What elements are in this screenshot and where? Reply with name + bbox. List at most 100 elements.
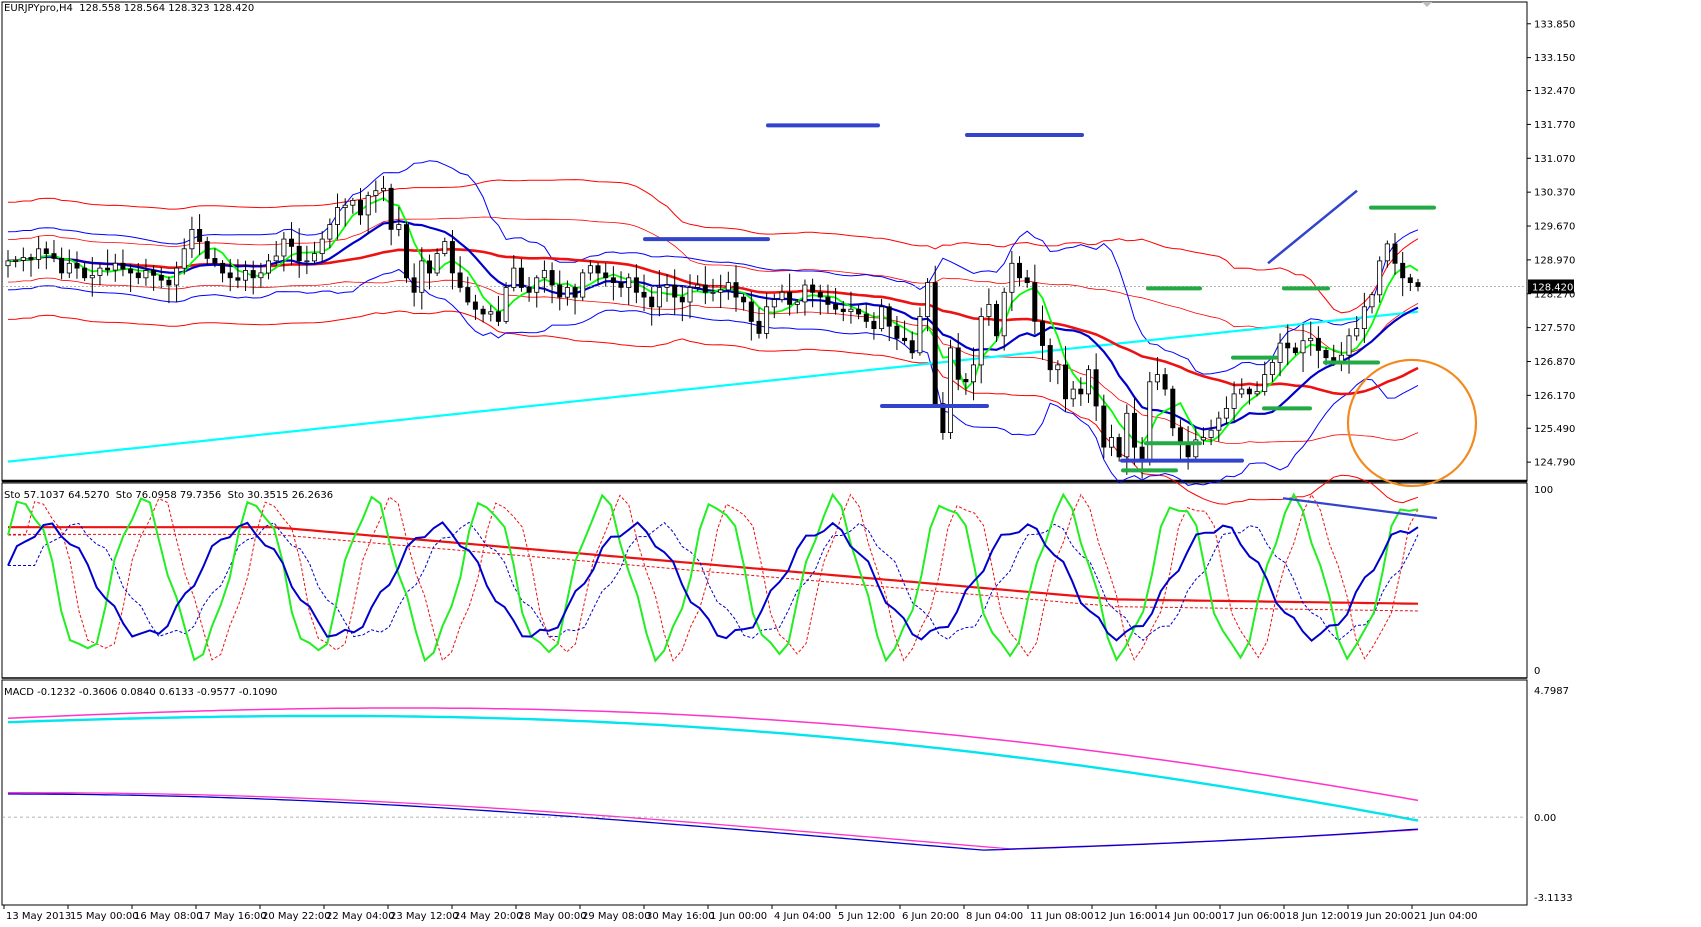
candle-body — [311, 253, 317, 262]
candle-body — [1086, 369, 1092, 395]
candle-body — [204, 241, 210, 259]
candle-body — [449, 241, 455, 274]
candle — [1300, 324, 1306, 373]
candle-body — [679, 296, 685, 303]
candle-body — [771, 299, 777, 308]
stochastic-axis-top: 100 — [1534, 485, 1553, 496]
candle-body — [925, 282, 931, 317]
candle-body — [687, 287, 693, 303]
candle — [787, 273, 793, 316]
candle — [20, 247, 26, 272]
candle — [411, 263, 417, 307]
time-tick-label: 24 May 20:00 — [454, 911, 523, 922]
candle-body — [672, 284, 678, 298]
candle — [250, 260, 256, 295]
candle — [465, 276, 471, 306]
candle — [649, 286, 655, 326]
candle-body — [20, 257, 26, 261]
candle-body — [166, 279, 172, 286]
macd-signal-long-line — [7, 707, 1419, 802]
candle-body — [863, 313, 869, 322]
candle-body — [848, 308, 854, 313]
candle-body — [1124, 412, 1130, 458]
candle — [380, 175, 386, 202]
candle — [311, 241, 317, 264]
stochastic-slow-line — [8, 526, 1419, 605]
candle-body — [1377, 260, 1383, 296]
mid-upper-band — [7, 216, 1419, 354]
candle — [174, 261, 180, 303]
candle-body — [1262, 374, 1268, 392]
candle-body — [794, 301, 800, 305]
candle-body — [741, 296, 747, 303]
candle-body — [986, 303, 992, 317]
candle — [526, 276, 532, 302]
candle-body — [963, 378, 969, 383]
time-tick-label: 19 Jun 20:00 — [1350, 911, 1414, 922]
candle-body — [112, 262, 118, 271]
candle — [986, 288, 992, 326]
time-tick-label: 5 Jun 12:00 — [838, 911, 895, 922]
time-tick-label: 28 May 00:00 — [518, 911, 587, 922]
candle — [403, 221, 409, 283]
candle — [1162, 367, 1168, 396]
time-tick-label: 13 May 2013 — [6, 911, 71, 922]
candle-body — [1147, 381, 1153, 462]
candle — [580, 269, 586, 301]
candle-body — [281, 238, 287, 257]
candle — [932, 265, 938, 407]
candle-body — [955, 347, 961, 380]
candle-body — [978, 316, 984, 366]
candle — [258, 262, 264, 288]
candle-body — [1216, 417, 1222, 431]
candle-body — [89, 274, 95, 279]
time-tick-label: 15 May 00:00 — [70, 911, 139, 922]
candle — [1384, 240, 1390, 268]
candle — [817, 284, 823, 315]
outer-upper-band — [7, 179, 1419, 314]
time-tick-label: 17 May 16:00 — [198, 911, 267, 922]
candle — [1354, 316, 1360, 341]
candle — [1239, 378, 1245, 398]
candle-body — [1070, 388, 1076, 400]
time-tick-label: 12 Jun 16:00 — [1094, 911, 1158, 922]
candle — [710, 278, 716, 302]
candle-body — [1193, 439, 1199, 458]
candle — [151, 265, 157, 291]
candle-body — [434, 253, 440, 274]
macd-axis-top: 4.7987 — [1534, 686, 1569, 697]
candle — [1047, 338, 1053, 383]
candle-body — [13, 259, 19, 262]
candle — [1154, 357, 1160, 391]
candle-body — [1246, 388, 1252, 395]
candle — [1078, 377, 1084, 406]
candle — [1285, 324, 1291, 366]
candle-body — [1231, 393, 1237, 409]
candle-body — [457, 272, 463, 288]
candle — [748, 291, 754, 341]
candle-body — [1308, 337, 1314, 342]
candle — [1124, 404, 1130, 475]
candle — [1231, 381, 1237, 423]
candle-body — [909, 340, 915, 354]
candle — [480, 305, 486, 323]
candle-body — [526, 287, 532, 293]
candle-body — [51, 253, 57, 259]
candle — [771, 293, 777, 319]
candle-body — [480, 308, 486, 315]
inner-lower-band — [7, 268, 1419, 486]
candle-body — [419, 260, 425, 293]
candle-body — [143, 270, 149, 279]
candle — [327, 218, 333, 249]
candle — [534, 275, 540, 308]
candle-body — [212, 257, 218, 264]
candle-body — [802, 284, 808, 303]
candle-body — [488, 311, 494, 315]
trend-line — [1267, 189, 1358, 265]
candle — [1032, 264, 1038, 335]
candle-body — [779, 291, 785, 300]
candle — [725, 271, 731, 300]
candle — [495, 295, 501, 327]
candle — [457, 256, 463, 293]
